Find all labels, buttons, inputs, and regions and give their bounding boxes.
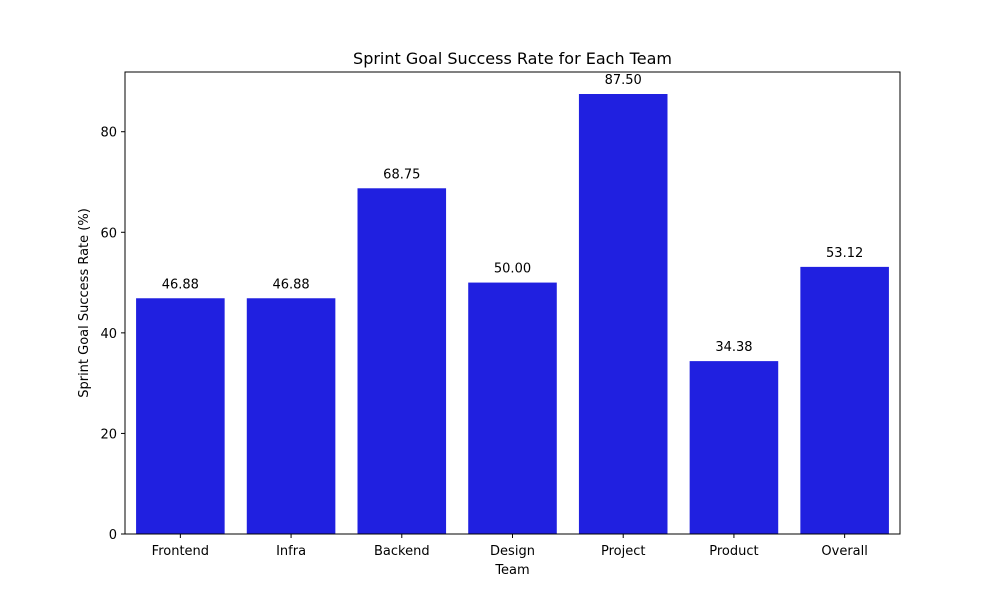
y-tick-label: 0 (109, 528, 117, 543)
bar-infra (246, 298, 336, 534)
value-label-product: 34.38 (715, 340, 752, 355)
x-tick-label-project: Project (601, 544, 645, 559)
y-tick-label: 80 (100, 126, 117, 141)
chart-title: Sprint Goal Success Rate for Each Team (353, 49, 672, 68)
x-tick-label-backend: Backend (374, 544, 430, 559)
bar-overall (800, 266, 889, 534)
y-tick-label: 40 (100, 327, 117, 342)
bar-design (468, 282, 557, 534)
y-axis-label: Sprint Goal Success Rate (%) (77, 208, 92, 398)
plot-frame (124, 71, 901, 535)
value-label-design: 50.00 (494, 262, 531, 277)
x-tick-label-infra: Infra (276, 544, 306, 559)
y-tick-label: 60 (100, 226, 117, 241)
y-axis-ticks: 0 20 40 60 80 (100, 126, 125, 543)
value-labels-layer: 46.88 46.88 68.75 50.00 87.50 34.38 53.12 (162, 73, 864, 355)
bar-product (689, 361, 779, 534)
x-tick-label-design: Design (490, 544, 535, 559)
bar-project (578, 94, 668, 534)
x-axis-label: Team (494, 563, 529, 578)
x-tick-label-frontend: Frontend (152, 544, 209, 559)
bars-layer (136, 94, 889, 535)
value-label-frontend: 46.88 (162, 277, 199, 292)
value-label-overall: 53.12 (826, 246, 863, 261)
x-axis-ticks: Frontend Infra Backend Design Project Product… (152, 534, 868, 559)
x-tick-label-product: Product (709, 544, 758, 559)
value-label-project: 87.50 (605, 73, 642, 88)
bar-backend (357, 188, 447, 535)
bar-frontend (136, 298, 225, 534)
value-label-backend: 68.75 (383, 167, 420, 182)
x-tick-label-overall: Overall (821, 544, 867, 559)
value-label-infra: 46.88 (272, 277, 309, 292)
y-tick-label: 20 (100, 427, 117, 442)
